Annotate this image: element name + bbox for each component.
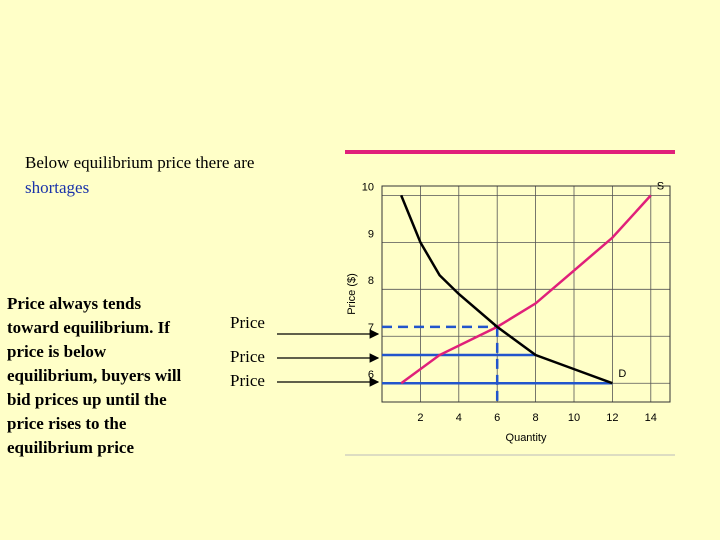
x-axis-label: Quantity <box>506 432 547 444</box>
x-tick-label: 2 <box>417 412 423 424</box>
heading-text: Below equilibrium price there are <box>25 153 255 172</box>
line <box>400 194 613 385</box>
x-tick-label: 4 <box>456 412 462 424</box>
x-tick-label: 6 <box>494 412 500 424</box>
line <box>400 194 652 385</box>
arrow-label: Price <box>230 371 265 390</box>
plot-frame <box>381 185 671 403</box>
y-tick-label: 7 <box>368 322 374 334</box>
body-text: Price always tends toward equilibrium. I… <box>7 294 182 457</box>
y-axis-label: Price ($) <box>346 273 358 315</box>
y-tick-label: 9 <box>368 228 374 240</box>
series-label: S <box>657 180 664 192</box>
x-tick-label: 12 <box>606 412 618 424</box>
x-tick-label: 14 <box>645 412 657 424</box>
x-tick-label: 10 <box>568 412 580 424</box>
series-label: D <box>618 368 626 380</box>
y-tick-label: 10 <box>362 181 374 193</box>
y-tick-label: 8 <box>368 275 374 287</box>
y-tick-label: 6 <box>368 369 374 381</box>
heading-highlight: shortages <box>25 178 90 197</box>
arrow-label: Price <box>230 313 265 332</box>
arrow-label: Price <box>230 347 265 366</box>
heading: Below equilibrium price there are shorta… <box>25 150 295 200</box>
x-tick-label: 8 <box>533 412 539 424</box>
